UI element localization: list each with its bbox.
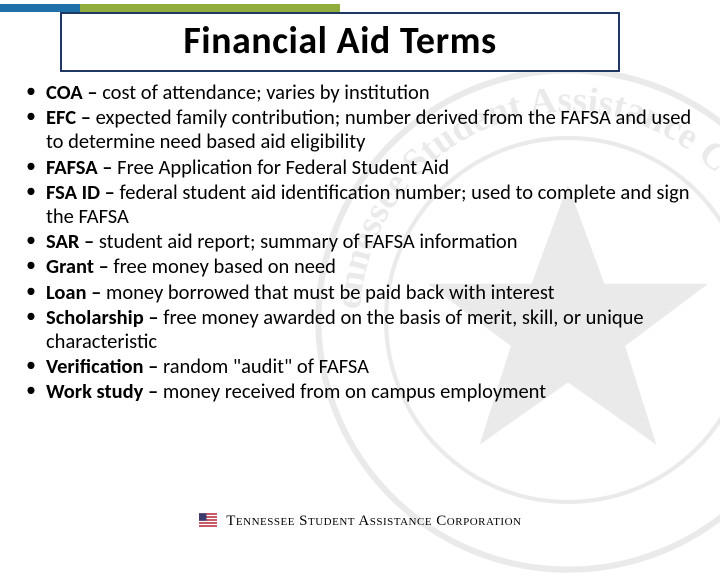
list-item: Work study – money received from on camp… xyxy=(24,379,710,403)
flag-icon xyxy=(199,513,217,527)
term-name: Verification – xyxy=(46,353,163,379)
term-definition: random "audit" of FAFSA xyxy=(163,353,369,379)
list-item: COA – cost of attendance; varies by inst… xyxy=(24,80,710,104)
term-name: EFC – xyxy=(46,104,96,130)
term-definition: money borrowed that must be paid back wi… xyxy=(106,279,555,305)
term-name: Scholarship – xyxy=(46,304,163,330)
terms-list: COA – cost of attendance; varies by inst… xyxy=(24,80,710,404)
list-item: SAR – student aid report; summary of FAF… xyxy=(24,229,710,253)
list-item: FSA ID – federal student aid identificat… xyxy=(24,180,710,228)
term-name: Loan – xyxy=(46,279,106,305)
term-definition: federal student aid identification numbe… xyxy=(46,179,690,229)
accent-segment-blue xyxy=(0,4,80,12)
accent-segment-green xyxy=(80,4,340,12)
term-definition: Free Application for Federal Student Aid xyxy=(117,154,449,180)
list-item: Loan – money borrowed that must be paid … xyxy=(24,280,710,304)
top-accent-bar xyxy=(0,4,720,12)
term-name: COA – xyxy=(46,79,102,105)
accent-segment-rest xyxy=(340,4,720,12)
footer-text: Tennessee Student Assistance Corporation xyxy=(226,513,521,529)
list-item: FAFSA – Free Application for Federal Stu… xyxy=(24,155,710,179)
term-name: FSA ID – xyxy=(46,179,120,205)
term-definition: money received from on campus employment xyxy=(163,378,546,404)
page-title: Financial Aid Terms xyxy=(72,18,608,64)
term-definition: cost of attendance; varies by institutio… xyxy=(102,79,429,105)
term-name: SAR – xyxy=(46,228,99,254)
list-item: Verification – random "audit" of FAFSA xyxy=(24,354,710,378)
term-definition: free money based on need xyxy=(113,253,335,279)
term-definition: expected family contribution; number der… xyxy=(46,104,691,154)
term-definition: student aid report; summary of FAFSA inf… xyxy=(99,228,518,254)
term-name: Grant – xyxy=(46,253,113,279)
footer: Tennessee Student Assistance Corporation xyxy=(0,513,720,530)
list-item: EFC – expected family contribution; numb… xyxy=(24,105,710,153)
list-item: Grant – free money based on need xyxy=(24,254,710,278)
title-box: Financial Aid Terms xyxy=(60,12,620,72)
term-name: Work study – xyxy=(46,378,163,404)
list-item: Scholarship – free money awarded on the … xyxy=(24,305,710,353)
term-name: FAFSA – xyxy=(46,154,117,180)
